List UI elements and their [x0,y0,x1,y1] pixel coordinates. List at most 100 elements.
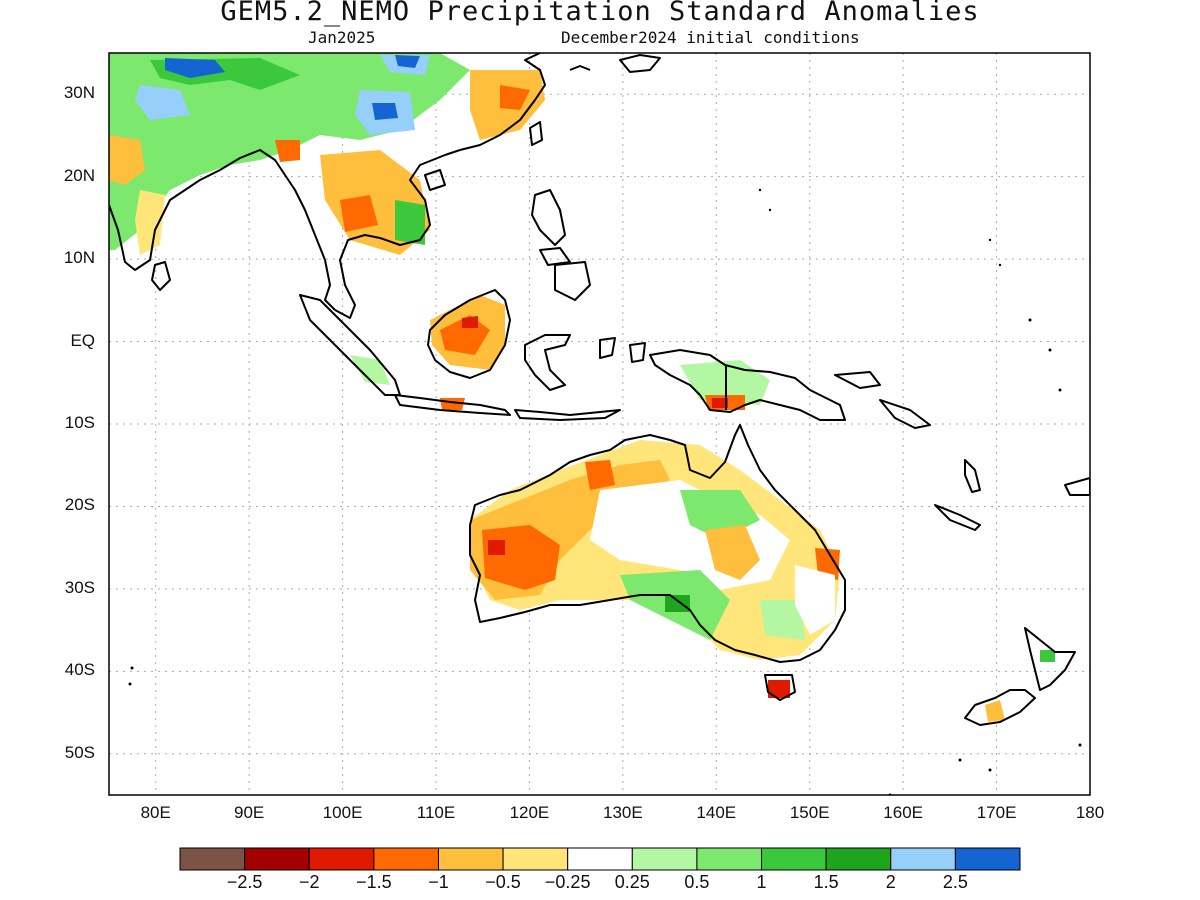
forecast-month: Jan2025 [308,28,376,47]
lon-tick-label: 150E [789,803,830,822]
colorbar [179,847,1021,871]
colorbar-swatch [308,847,375,871]
anomaly-region-indochina-wet [395,200,425,245]
coast-japan [619,54,661,73]
coast-srilanka [151,261,171,291]
coast-taiwan [529,121,543,146]
colorbar-tick-label: −0.5 [485,872,521,892]
coast-luzon [531,189,566,246]
lon-tick-label: 120E [509,803,550,822]
map-grid [109,53,1090,795]
anomaly-region-australia-verystrong-west [488,540,505,555]
coast-mindanao [554,261,591,301]
coast-nz-north [1024,627,1076,691]
lat-tick-label: 50S [64,742,95,762]
anomaly-region-australia-wet-se [760,600,805,640]
colorbar-swatch [502,847,569,871]
colorbar-swatch [567,847,633,871]
coast-vanuatu [964,459,981,493]
coast-china [459,53,546,151]
lat-tick-label: 30N [63,83,95,103]
anomaly-region-australia-dry-east [705,525,760,580]
anomaly-region-borneo-verystrong [462,316,478,328]
coast-halmahera [629,342,646,363]
coastlines [109,53,1090,726]
coast-new-guinea [649,349,846,421]
colorbar-tick-label: 1.5 [813,872,839,892]
colorbar-tick-label: −2.5 [226,872,263,892]
lon-tick-label: 110E [416,803,456,822]
coast-india [109,169,221,271]
coast-tasmania [764,674,796,701]
anomaly-region-australia-neutral-se [795,565,835,635]
colorbar-tick-label: −1.5 [356,872,392,892]
anomaly-region-australia-strongdry-north [585,460,615,490]
colorbar-tick-label: 2 [885,872,896,892]
colorbar-swatch [631,847,698,871]
anomaly-region-southchina-strongdry [500,85,530,110]
colorbar-tick-label: −2 [298,872,320,892]
colorbar-tick-label: −0.25 [544,872,591,892]
map-frame [108,52,1091,796]
coast-maluku [599,337,616,359]
map-title: GEM5.2_NEMO Precipitation Standard Anoma… [220,0,980,27]
coast-malay [334,149,461,319]
anomaly-region-india-lightdry [135,190,165,255]
anomaly-region-china-blue [372,103,398,120]
coast-solomons [879,399,931,429]
coast-visayas [539,247,571,266]
coast-hainan [424,169,446,191]
lon-tick-label: 140E [696,803,737,822]
colorbar-tick-label: 2.5 [942,872,968,892]
coast-new-britain [834,371,881,389]
anomaly-region-tibet-blue-light [135,85,190,120]
anomaly-region-australia-strongwet [665,595,690,612]
lon-tick-label: 170E [976,803,1017,822]
colorbar-swatch [825,847,892,871]
anomaly-region-north-blue [395,55,420,68]
colorbar-swatch [179,847,246,871]
colorbar-swatch [696,847,763,871]
colorbar-tick-label: 0.5 [684,872,710,892]
coast-java [394,394,511,416]
anomaly-region-indochina-strongdry [340,195,378,232]
coast-sulawesi [524,334,571,391]
colorbar-swatch [954,847,1021,871]
coast-borneo [427,289,511,379]
lat-tick-label: EQ [70,330,95,350]
lon-tick-label: 80E [140,803,171,822]
lon-tick-label: 180 [1075,803,1105,822]
lon-tick-label: 100E [322,803,363,822]
anomaly-region-nz-wet [1040,650,1055,662]
colorbar-swatch [244,847,310,871]
colorbar-swatch [373,847,439,871]
lat-tick-label: 10S [64,413,95,432]
lat-tick-label: 20S [64,495,95,515]
lon-tick-label: 160E [883,803,923,822]
small-islands [128,188,1082,795]
coast-australia [469,424,846,663]
anomaly-region-papua-strongdry [712,398,728,408]
coast-fiji [1064,477,1090,496]
initial-conditions-label: December2024 initial conditions [561,28,860,47]
anomaly-region-tibet-blue [165,58,225,78]
colorbar-tick-label: 1 [756,872,767,892]
colorbar-tick-label: −1 [428,872,449,892]
lat-tick-label: 10N [63,248,95,268]
lon-tick-label: 90E [234,803,265,822]
anomaly-region-burma-dry [275,140,300,162]
colorbar-swatch [761,847,827,871]
colorbar-swatch [437,847,504,871]
lat-tick-label: 30S [64,577,95,597]
anomaly-region-india-dry [109,135,145,185]
lat-tick-label: 40S [64,660,95,680]
coast-new-caledonia [934,504,981,531]
lat-tick-label: 20N [63,165,95,185]
anomaly-region-tasmania-dry [768,680,790,698]
coast-ryukyu [569,65,591,71]
anomaly-region-nz-dry [985,700,1005,722]
coast-lesser-sunda [514,409,621,421]
colorbar-swatch [890,847,956,871]
lon-tick-label: 130E [602,803,643,822]
